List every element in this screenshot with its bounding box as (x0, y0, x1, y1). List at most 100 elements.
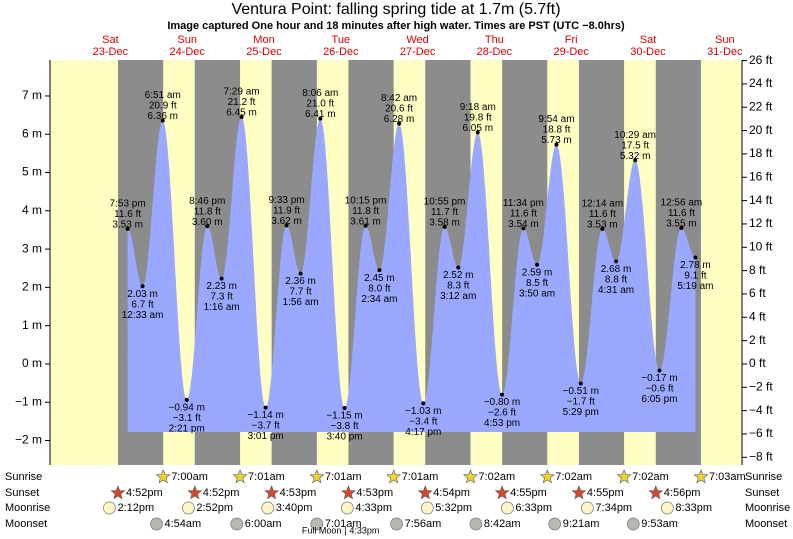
high-tide-point (284, 223, 289, 228)
tide-label: 2.23 m (206, 281, 237, 292)
moonrise-time: 2:52pm (196, 502, 233, 514)
weekday-label: Mon (253, 34, 274, 46)
tide-label: 2:34 am (361, 294, 397, 305)
y2-tick-label: 12 ft (749, 216, 773, 230)
y-tick-label: 0 m (22, 356, 42, 370)
date-label: 28‑Dec (477, 46, 513, 58)
y2-tick-label: 4 ft (749, 309, 766, 323)
low-tide-point (657, 368, 662, 373)
sunrise-time: 7:00am (171, 471, 208, 483)
tide-label: 3.54 m (508, 219, 539, 230)
weekday-label: Wed (406, 34, 428, 46)
moonrise-icon (661, 501, 674, 515)
tide-label: −1.14 m (247, 410, 283, 421)
high-tide-point (554, 142, 559, 147)
moonset-time: 6:00am (245, 518, 282, 530)
tide-label: 2.45 m (364, 273, 395, 284)
low-tide-point (535, 262, 540, 267)
sunrise-time: 7:02am (632, 471, 669, 483)
tide-label: 6.7 ft (131, 299, 153, 310)
sun-icon (264, 485, 280, 500)
tide-label: −0.6 ft (645, 384, 673, 395)
row-label: Moonset (5, 518, 47, 530)
tide-label: 4:53 pm (484, 418, 520, 429)
y2-tick-label: 14 ft (749, 193, 773, 207)
high-tide-point (600, 226, 605, 231)
tide-label: 20.9 ft (149, 101, 177, 112)
moonrise-time: 7:34pm (595, 502, 632, 514)
moonset-icon (310, 517, 324, 531)
y2-tick-label: 2 ft (749, 333, 766, 347)
moonset-time: 4:54am (164, 518, 201, 530)
sunset-time: 4:53pm (280, 487, 317, 499)
date-label: 25‑Dec (246, 46, 282, 58)
tide-label: 3.62 m (271, 216, 302, 227)
sunset-time: 4:55pm (587, 487, 624, 499)
sunrise-time: 7:03am (709, 471, 746, 483)
tide-label: −1.03 m (405, 406, 441, 417)
low-tide-point (578, 381, 583, 386)
tide-label: 6.45 m (226, 108, 257, 119)
sun-icon (571, 485, 587, 500)
tide-label: 7.7 ft (289, 287, 311, 298)
tide-label: 6.36 m (147, 111, 178, 122)
high-tide-point (160, 118, 165, 123)
y2-tick-label: −8 ft (749, 449, 773, 463)
high-tide-point (679, 226, 684, 231)
date-label: 31‑Dec (707, 46, 743, 58)
high-tide-point (521, 226, 526, 231)
tide-label: 8:42 am (381, 93, 417, 104)
tide-label: 10:15 pm (345, 195, 387, 206)
tide-label: 8.8 ft (605, 274, 627, 285)
y2-tick-label: −2 ft (749, 379, 773, 393)
tide-label: 2.59 m (522, 267, 553, 278)
y2-tick-label: 10 ft (749, 239, 773, 253)
low-tide-point (693, 255, 698, 260)
sun-icon (539, 469, 555, 484)
tide-label: 3.55 m (666, 219, 697, 230)
low-tide-point (377, 268, 382, 273)
tide-label: 6:51 am (145, 90, 181, 101)
moonrise-time: 5:32pm (435, 502, 472, 514)
moonset-time: 7:56am (405, 518, 442, 530)
tide-label: 3.61 m (350, 216, 381, 227)
tide-label: 3:12 am (440, 291, 476, 302)
low-tide-point (421, 401, 426, 406)
y2-tick-label: −4 ft (749, 403, 773, 417)
weekday-label: Fri (565, 34, 578, 46)
tide-label: 1:16 am (204, 302, 240, 313)
tide-label: −0.17 m (641, 373, 677, 384)
tide-label: 19.8 ft (464, 112, 492, 123)
moonset-time: 9:21am (563, 518, 600, 530)
y-tick-label: −1 m (15, 394, 42, 408)
low-tide-point (456, 265, 461, 270)
y2-tick-label: 0 ft (749, 356, 766, 370)
tide-label: 3:01 pm (248, 431, 284, 442)
tide-label: 6.41 m (305, 109, 336, 120)
sun-icon (616, 469, 632, 484)
y-tick-label: 6 m (22, 126, 42, 140)
tide-label: 12:33 am (122, 310, 164, 321)
high-tide-point (475, 130, 480, 135)
moon-phase-sep: | (344, 525, 346, 535)
sun-icon (110, 485, 126, 500)
tide-label: 11.6 ft (510, 209, 537, 220)
moonset-time: 9:53am (641, 518, 678, 530)
tide-label: 8.5 ft (526, 278, 548, 289)
sun-icon (309, 469, 325, 484)
tide-label: −0.80 m (484, 397, 520, 408)
tide-label: 11:34 pm (503, 198, 544, 209)
y2-tick-label: 26 ft (749, 53, 773, 67)
low-tide-point (140, 284, 145, 289)
weekday-label: Tue (332, 34, 351, 46)
date-label: 24‑Dec (169, 46, 205, 58)
high-tide-point (397, 121, 402, 126)
sun-icon (648, 485, 664, 500)
moonrise-icon (103, 501, 116, 515)
y2-tick-label: −6 ft (749, 426, 773, 440)
date-label: 23‑Dec (93, 46, 129, 58)
tide-label: 2.68 m (601, 264, 632, 275)
moonrise-icon (341, 501, 354, 515)
row-label: Moonrise (745, 502, 790, 514)
tide-label: 3.60 m (192, 217, 223, 228)
